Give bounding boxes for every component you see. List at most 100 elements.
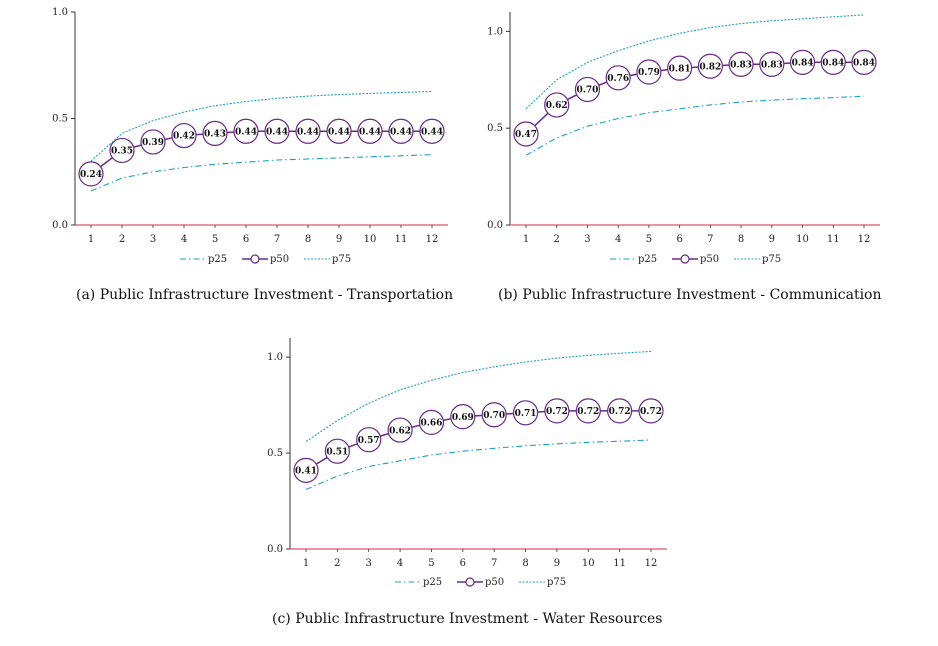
series-point-p50 [418, 409, 445, 436]
legend-label-p75: p75 [762, 254, 781, 265]
x-tick-label: 5 [212, 234, 218, 245]
series-point-p50 [636, 59, 662, 85]
x-tick-label: 1 [303, 558, 309, 569]
series-point-p50 [326, 118, 352, 144]
series-point-p50 [667, 55, 693, 81]
y-tick-label: 1.0 [52, 7, 68, 18]
series-point-p50 [324, 438, 350, 464]
series-point-p50 [202, 120, 228, 147]
x-tick-label: 2 [334, 558, 340, 569]
series-point-p50 [356, 427, 382, 453]
y-tick-label: 0.5 [487, 123, 503, 134]
data-label: 0.83 [761, 60, 783, 70]
data-label: 0.44 [359, 127, 381, 137]
legend-label-p75: p75 [332, 254, 351, 265]
data-label: 0.72 [640, 407, 662, 417]
data-label: 0.24 [80, 170, 102, 180]
x-tick-label: 10 [796, 234, 809, 245]
data-label: 0.39 [142, 138, 164, 148]
data-label: 0.44 [266, 127, 288, 137]
x-tick-label: 4 [615, 234, 621, 245]
chart-b-svg: 0.00.51.01 2 3 4 5 6 7 8 9 10 11 120.470.620.700.76… [487, 12, 880, 265]
series-point-p50 [233, 118, 259, 144]
series-point-p50 [789, 49, 816, 75]
x-tick-label: 3 [366, 558, 372, 569]
x-tick-label: 1 [88, 234, 94, 245]
data-label: 0.79 [638, 68, 660, 78]
series-point-p50 [264, 118, 290, 144]
series-point-p50 [512, 400, 539, 426]
series-point-p50 [450, 404, 476, 430]
series-point-p50 [851, 49, 877, 75]
legend-label-p25: p25 [423, 577, 442, 588]
series-point-p50 [759, 51, 785, 77]
series-point-p50 [544, 92, 570, 118]
chart-panel-c: 0.0 0.5 1.0 1 2 3 4 5 6 7 8 9 10 11 12 0.41 0.51 0.57 0.62… [255, 330, 675, 604]
chart-c-svg: 0.00.51.01 2 3 4 5 6 7 8 9 10 11 120.410.510.570.62… [267, 338, 667, 588]
data-label: 0.83 [730, 60, 752, 70]
x-tick-label: 10 [364, 234, 377, 245]
x-tick-label: 6 [676, 234, 682, 245]
x-tick-label: 5 [428, 558, 434, 569]
y-tick-label: 1.0 [267, 352, 283, 363]
data-label: 0.69 [452, 413, 474, 423]
data-label: 0.41 [295, 467, 317, 477]
x-tick-label: 5 [646, 234, 652, 245]
series-line-p25 [525, 95, 865, 156]
data-label: 0.82 [699, 62, 721, 72]
x-tick-label: 7 [274, 234, 280, 245]
x-tick-label: 11 [395, 234, 408, 245]
x-tick-label: 1 [523, 234, 529, 245]
data-label: 0.76 [607, 74, 629, 84]
y-tick-label: 0.0 [52, 220, 68, 231]
series-line-p25 [90, 154, 433, 192]
data-label: 0.47 [515, 130, 537, 140]
x-tick-label: 12 [858, 234, 871, 245]
series-line-p75 [90, 90, 433, 162]
data-label: 0.44 [328, 127, 350, 137]
x-tick-label: 10 [582, 558, 595, 569]
x-tick-label: 4 [181, 234, 187, 245]
y-tick-label: 0.5 [267, 448, 283, 459]
x-tick-label: 8 [305, 234, 311, 245]
data-label: 0.42 [173, 132, 195, 142]
data-label: 0.70 [576, 86, 598, 96]
legend-label-p50: p50 [270, 254, 289, 265]
data-label: 0.44 [421, 127, 443, 137]
data-label: 0.84 [792, 59, 814, 69]
x-tick-label: 3 [584, 234, 590, 245]
series-point-p50 [820, 49, 846, 75]
x-tick-label: 6 [460, 558, 466, 569]
series-line-p75 [305, 350, 652, 443]
x-tick-label: 6 [243, 234, 249, 245]
series-point-p50 [607, 398, 633, 424]
data-label: 0.72 [609, 407, 631, 417]
legend-label-p50: p50 [700, 254, 719, 265]
series-point-p50 [295, 118, 321, 144]
legend-label-p25: p25 [638, 254, 657, 265]
series-point-p50 [728, 51, 754, 77]
data-label: 0.62 [389, 426, 411, 436]
series-point-p50 [605, 65, 631, 91]
chart-a-svg: 0.00.51.01 2 3 4 5 6 7 8 9 10 11 120.240.350.390.42… [52, 7, 448, 265]
chart-panel-b: 0.0 0.5 1.0 1 2 3 4 5 6 7 8 9 10 11 12 0.47 0.62 0.70 0.76… [470, 0, 890, 284]
data-label: 0.44 [390, 127, 412, 137]
series-point-p50 [387, 417, 413, 443]
x-tick-label: 3 [150, 234, 156, 245]
caption-c: (c) Public Infrastructure Investment - W… [272, 611, 663, 627]
data-label: 0.71 [515, 409, 537, 419]
legend-label-p75: p75 [547, 577, 566, 588]
data-label: 0.62 [546, 101, 568, 111]
series-point-p50 [109, 137, 135, 164]
chart-panel-a: 0.0 0.5 1.0 1 2 3 4 5 6 7 8 9 10 11 12 0.24 0.35 0.39 0.42… [40, 0, 460, 284]
x-tick-label: 8 [522, 558, 528, 569]
data-label: 0.81 [669, 64, 691, 74]
series-point-p50 [419, 118, 445, 144]
legend-marker-p50 [680, 254, 690, 264]
series-point-p50 [78, 161, 104, 187]
x-tick-label: 4 [397, 558, 403, 569]
data-label: 0.72 [577, 407, 599, 417]
x-tick-label: 11 [827, 234, 840, 245]
series-point-p50 [171, 122, 197, 149]
legend-label-p50: p50 [485, 577, 504, 588]
